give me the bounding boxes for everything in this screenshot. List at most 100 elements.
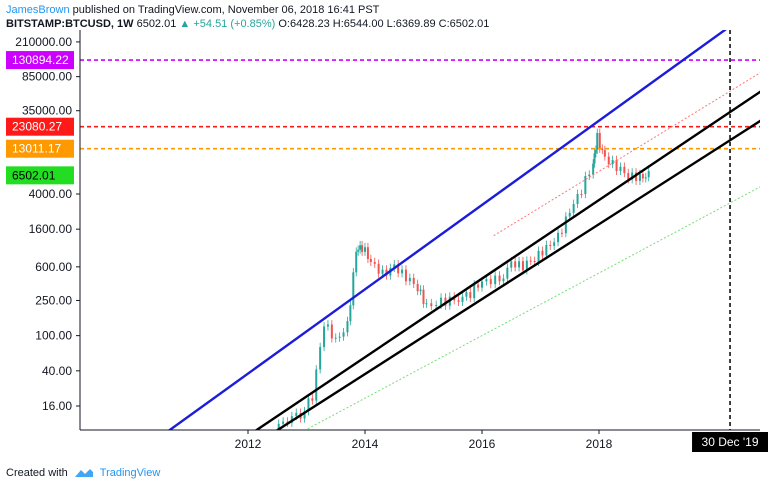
candle-body [593, 153, 596, 164]
middle-channel-line [254, 90, 760, 430]
last-price: 6502.01 [136, 18, 177, 30]
candle-body [373, 262, 376, 264]
candle-body [489, 279, 492, 285]
price-tag-box[interactable] [6, 117, 74, 136]
candle-body [549, 244, 552, 246]
candle-body [473, 284, 476, 299]
candle-body [377, 263, 380, 274]
candle-body [631, 172, 634, 180]
candle-body [635, 172, 638, 181]
candle-body [601, 148, 604, 151]
y-tick-label: 16.00 [42, 399, 72, 413]
candle-body [560, 232, 563, 234]
candle-body [461, 296, 464, 302]
candle-body [592, 163, 595, 175]
candle-body [627, 173, 630, 180]
candle-body [295, 412, 298, 417]
candle-body [338, 336, 341, 338]
candle-body [286, 421, 289, 423]
candle-body [355, 251, 358, 273]
candle-body [357, 249, 360, 252]
price-change: ▲ +54.51 (+0.85%) [179, 18, 276, 30]
candle-body [545, 244, 548, 256]
candle-body [408, 277, 411, 282]
candle-body [469, 292, 472, 299]
candle-body [598, 132, 601, 149]
candle-body [381, 269, 384, 274]
candle-body [619, 166, 622, 172]
publish-text: published on TradingView.com, November 0… [72, 4, 380, 16]
candle-body [419, 289, 422, 292]
candle-body [359, 245, 362, 250]
candle-body [352, 272, 355, 306]
candle-body [330, 324, 333, 339]
candle-body [277, 423, 280, 430]
candle-body [303, 411, 306, 419]
candle-body [498, 275, 501, 282]
candle-body [273, 440, 275, 442]
axes-layer: 16.00 40.00 100.00 250.00 600.00 1600.00 4000.… [15, 30, 760, 451]
dotted-red-line [493, 72, 760, 237]
candle-body [644, 177, 647, 179]
candle-body [568, 212, 571, 217]
candle-body [588, 174, 591, 177]
candle-body [518, 261, 521, 268]
symbol-info: BITSTAMP:BTCUSD, 1W 6502.01 ▲ +54.51 (+0… [6, 18, 489, 30]
footer: Created with TradingView [6, 467, 160, 479]
created-with-text: Created with [6, 467, 68, 479]
y-tick-label: 100.00 [35, 329, 72, 343]
candle-body [422, 289, 425, 304]
candle-body [234, 452, 236, 455]
candle-body [553, 242, 556, 246]
candle-body [326, 324, 329, 327]
candle-body [319, 347, 322, 370]
y-tick-label: 600.00 [35, 260, 72, 274]
candle-body [435, 305, 438, 307]
candle-body [315, 369, 318, 401]
price-tag-box[interactable] [6, 166, 74, 185]
price-tag-box[interactable] [6, 139, 74, 158]
candle-body [615, 159, 618, 172]
publish-info: JamesBrown published on TradingView.com,… [6, 4, 379, 16]
candle-body [265, 447, 267, 451]
price-tag-label: 6502.01 [12, 168, 56, 182]
candle-body [323, 326, 326, 348]
candle-body [506, 267, 509, 279]
tradingview-brand[interactable]: TradingView [99, 467, 161, 479]
date-marker-box[interactable] [692, 432, 768, 452]
trend-lines-layer [80, 30, 760, 430]
candle-body [440, 297, 443, 306]
y-tick-label: 250.00 [35, 293, 72, 307]
y-tick-label: 4000.00 [29, 187, 73, 201]
author-name[interactable]: JamesBrown [6, 4, 70, 16]
price-tag-box[interactable] [6, 51, 74, 70]
candle-body [369, 258, 372, 263]
candles-layer [234, 128, 650, 455]
candle-body [572, 203, 575, 213]
candle-body [269, 442, 271, 447]
candle-body [311, 398, 314, 401]
candle-body [594, 149, 597, 154]
candle-body [334, 337, 337, 339]
x-tick-label: 2016 [469, 437, 496, 451]
dotted-green-line [304, 186, 760, 430]
candle-body [557, 232, 560, 243]
candle-body [485, 279, 488, 282]
candle-body [607, 156, 610, 165]
candle-body [521, 261, 524, 271]
candle-body [638, 174, 641, 181]
candle-body [510, 261, 513, 268]
candle-body [537, 250, 540, 262]
x-tick-label: 2012 [235, 437, 262, 451]
candle-body [430, 303, 433, 307]
y-tick-label: 85000.00 [22, 70, 72, 84]
price-tag-label: 130894.22 [12, 53, 69, 67]
candle-body [623, 166, 626, 174]
low-value: L:6369.89 [386, 18, 436, 30]
candle-body [412, 277, 415, 284]
candle-body [647, 171, 650, 178]
candle-body [364, 247, 366, 252]
candle-body [533, 260, 536, 262]
candle-body [361, 245, 364, 252]
